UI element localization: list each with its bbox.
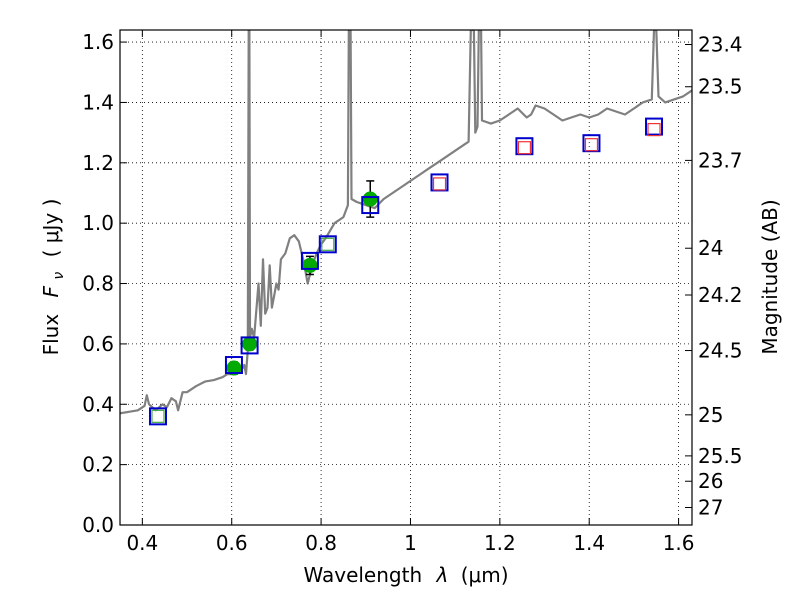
model-spectrum-line	[120, 30, 692, 415]
magnitude-tick-label: 23.7	[698, 148, 743, 172]
green-flux-square	[321, 237, 335, 251]
y-tick-label: 1.6	[82, 30, 114, 54]
model-flux-square	[224, 356, 243, 375]
magnitude-tick-label: 23.5	[698, 75, 743, 99]
x-tick-label: 0.4	[126, 531, 158, 555]
magnitude-tick-label: 25.5	[698, 444, 743, 468]
y-tick-label: 1.4	[82, 90, 114, 114]
y-axis-ticks: 0.0 0.2 0.4 0.6 0.8 1.0 1.2 1.4 1.6	[82, 30, 127, 537]
model-flux-square	[240, 336, 259, 355]
model-flux-square	[148, 407, 167, 426]
model-flux-square	[645, 117, 664, 136]
observed-flux-point	[362, 191, 378, 207]
red-flux-square	[647, 123, 661, 137]
y-axis-title-subscript: ν	[51, 272, 67, 280]
y-tick-label: 0.4	[82, 392, 114, 416]
x-tick-label: 1	[404, 531, 417, 555]
x-axis-ticks: 0.4 0.6 0.8 1 1.2 1.4 1.6	[126, 30, 695, 555]
grid-lines	[120, 30, 692, 526]
model-flux-square	[361, 196, 380, 215]
red-flux-square	[584, 138, 599, 152]
x-tick-label: 1.2	[484, 531, 516, 555]
red-flux-square	[432, 177, 447, 191]
x-axis-title-unit: (μm)	[461, 563, 509, 587]
y-axis-title: Flux F ν ( μJy )	[39, 199, 68, 356]
green-flux-square	[151, 409, 165, 423]
x-tick-label: 1.4	[573, 531, 605, 555]
x-tick-label: 0.6	[216, 531, 248, 555]
magnitude-tick-label: 27	[698, 495, 723, 519]
magnitude-tick-label: 25	[698, 403, 723, 427]
x-tick-label: 1.6	[663, 531, 695, 555]
magnitude-tick-label: 23.4	[698, 32, 743, 56]
y-axis-title-symbol: F	[39, 285, 63, 297]
red-flux-square	[517, 141, 532, 155]
markers-layer	[148, 117, 664, 426]
y-tick-label: 0.2	[82, 453, 114, 477]
y-axis-title-unit: ( μJy )	[39, 199, 63, 258]
x-tick-label: 0.8	[305, 531, 337, 555]
x-axis-title: Wavelength λ (μm)	[303, 563, 508, 587]
spectrum-layer	[120, 30, 692, 415]
magnitude-tick-label: 24.5	[698, 339, 743, 363]
observed-flux-point	[242, 336, 258, 352]
y-tick-label: 1.2	[82, 151, 114, 175]
y-axis-title-text: Flux	[39, 314, 63, 356]
magnitude-tick-label: 26	[698, 469, 723, 493]
observed-flux-point	[302, 257, 318, 273]
magnitude-tick-label: 24.2	[698, 283, 743, 307]
magnitude-tick-label: 24	[698, 236, 723, 260]
y-tick-label: 1.0	[82, 211, 114, 235]
x-axis-title-text: Wavelength	[303, 563, 422, 587]
y-tick-label: 0.6	[82, 332, 114, 356]
y-tick-label: 0.0	[82, 513, 114, 537]
model-flux-square	[300, 251, 319, 270]
magnitude-axis-title: Magnitude (AB)	[758, 199, 782, 354]
plot-area-frame	[119, 29, 693, 526]
y-tick-label: 0.8	[82, 272, 114, 296]
x-axis-title-symbol: λ	[436, 563, 449, 587]
model-flux-square	[318, 235, 337, 254]
